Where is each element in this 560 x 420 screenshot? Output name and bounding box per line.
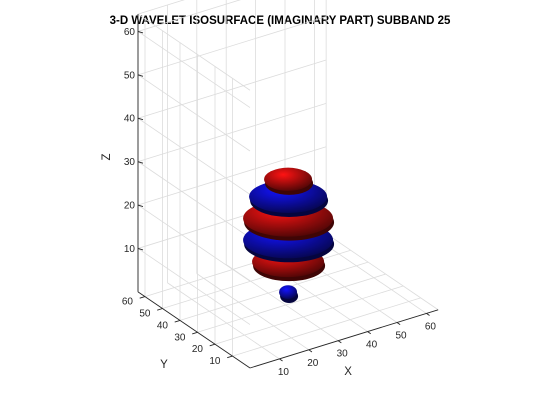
floor-gridline-y <box>179 261 369 321</box>
y-tick-mark <box>227 355 233 359</box>
z-tick-label: 60 <box>124 27 136 38</box>
x-tick-label: 40 <box>366 340 378 351</box>
z-tick-label: 10 <box>124 244 136 255</box>
x-axis-line <box>249 309 439 369</box>
z-tick-mark <box>137 204 144 207</box>
isosurface-band-positive <box>264 167 314 195</box>
y-tick-label: 50 <box>139 309 151 320</box>
chart-title: 3-D WAVELET ISOSURFACE (IMAGINARY PART) … <box>110 15 451 27</box>
x-tick-label: 20 <box>307 358 319 369</box>
floor-gridline-x <box>167 282 280 360</box>
z-tick-label: 40 <box>124 114 136 125</box>
x-tick-mark <box>279 358 283 362</box>
floor-gridline-x <box>196 273 310 351</box>
y-tick-label: 30 <box>174 332 186 343</box>
y-tick-label: 10 <box>209 356 221 367</box>
z-tick-label: 50 <box>124 70 136 81</box>
x-tick-label: 60 <box>425 321 437 332</box>
wall-gridline-z <box>137 31 251 108</box>
y-tick-label: 40 <box>157 320 169 331</box>
floor-gridline-x <box>314 236 427 314</box>
box-edge <box>325 233 439 311</box>
isosurface-band-negative <box>279 285 299 303</box>
x-tick-label: 50 <box>395 331 407 342</box>
floor-gridline-y <box>197 273 386 333</box>
isosurface-band-face <box>279 285 298 299</box>
isosurface-layer <box>243 167 335 303</box>
wall-gridline-z <box>137 16 327 76</box>
floor-gridline-y <box>232 297 421 357</box>
x-axis-label: X <box>344 366 352 378</box>
z-tick-label: 30 <box>124 157 136 168</box>
wall-gridline-z <box>137 59 327 119</box>
z-tick-mark <box>137 74 144 77</box>
y-axis-line <box>137 291 251 369</box>
axis-layer <box>137 14 439 369</box>
box-edge <box>137 0 185 15</box>
tick-labels: 10 20 30 40 50 60 10 20 30 40 50 60 10 20 30 40 50 60 <box>122 27 437 378</box>
y-tick-mark <box>209 343 216 347</box>
y-tick-mark <box>192 331 198 335</box>
y-tick-label: 20 <box>192 344 204 355</box>
y-tick-label: 60 <box>122 297 134 308</box>
z-tick-label: 20 <box>124 201 136 212</box>
x-tick-mark <box>308 349 313 353</box>
wall-gridline-z <box>137 146 327 206</box>
x-tick-mark <box>367 331 372 335</box>
x-tick-mark <box>396 322 401 326</box>
wall-gridline-z <box>137 0 241 32</box>
wall-gridline-z <box>137 248 251 325</box>
wall-gridline-z <box>137 204 251 282</box>
z-tick-mark <box>137 117 144 121</box>
z-tick-mark <box>137 31 144 34</box>
z-tick-mark <box>137 248 144 251</box>
wall-gridline-z <box>137 74 251 152</box>
x-tick-label: 30 <box>337 349 349 360</box>
z-axis-label: Z <box>101 153 113 160</box>
x-tick-mark <box>426 313 430 316</box>
z-tick-mark <box>137 161 144 164</box>
wall-gridline-z <box>137 161 251 239</box>
x-tick-label: 10 <box>278 367 290 378</box>
wall-gridline-z <box>137 103 327 163</box>
box-edge <box>137 13 251 91</box>
y-axis-label: Y <box>160 359 168 371</box>
wall-gridline-z <box>137 117 251 195</box>
y-tick-mark <box>157 308 163 311</box>
isosurface-band-face <box>264 167 313 191</box>
floor-gridline-y <box>214 285 404 345</box>
y-tick-mark <box>174 319 181 323</box>
x-tick-mark <box>337 340 342 344</box>
y-tick-mark <box>139 296 146 299</box>
